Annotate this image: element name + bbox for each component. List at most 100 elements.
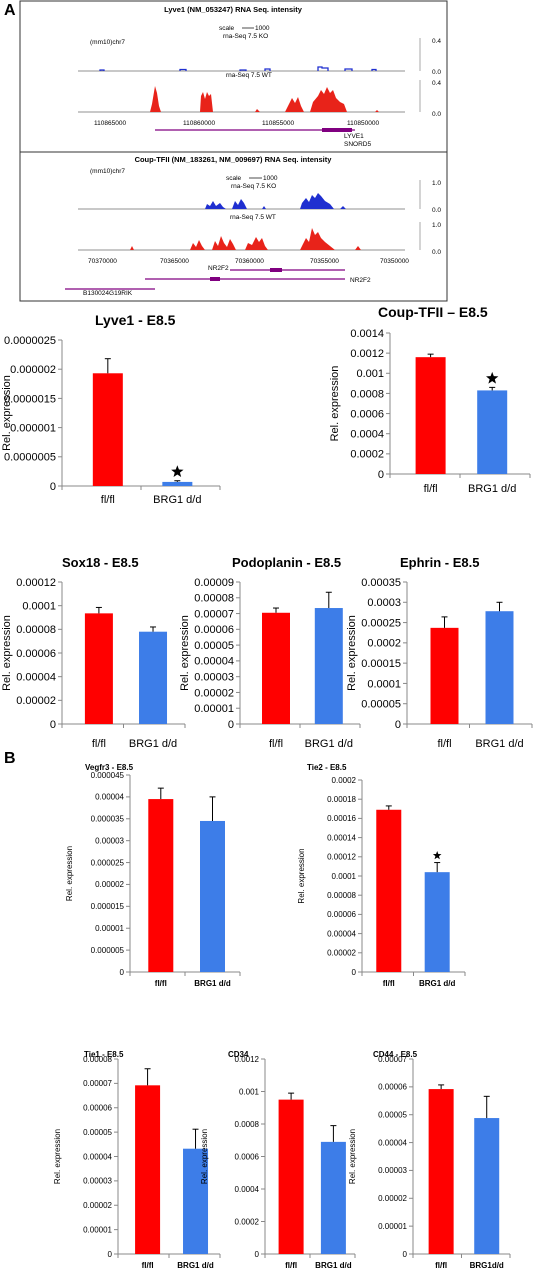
chart-1: Coup-TFII – E8.5 0 0.0002 0.0004 0.0006 0.000… <box>329 304 531 495</box>
chart-9: CD44 - E8.5 0 0.00001 0.00002 0.00003 0.00004… <box>348 1050 511 1270</box>
chart-7: Tie1 - E8.5 0 0.00001 0.00002 0.00003 0.00004… <box>53 1050 221 1270</box>
y-axis-label: Rel. expression <box>329 366 341 442</box>
y-tick-label: 0.001 <box>239 1087 260 1096</box>
y-axis-label: Rel. expression <box>65 846 74 901</box>
y-tick-label: 0.00006 <box>194 624 234 636</box>
bar-flfl <box>92 373 123 486</box>
y-tick-label: 0.00004 <box>327 929 356 938</box>
y-tick-label: 0.00007 <box>83 1079 112 1088</box>
couptfii-wt-axis-zero: 0.0 <box>432 249 441 256</box>
browser-frame <box>19 0 448 302</box>
couptfii-position-3: 70360000 <box>235 258 264 265</box>
y-tick-label: 0 <box>255 1250 260 1259</box>
couptfii-ko-axis-top: 1.0 <box>432 180 441 187</box>
chart-title: CD34 <box>228 1050 249 1059</box>
couptfii-ko-axis-zero: 0.0 <box>432 207 441 214</box>
couptfii-track-title: Coup-TFII (NM_183261, NM_009697) RNA Seq… <box>135 155 333 164</box>
bar-brg1-dd <box>139 631 168 724</box>
y-tick-label: 0.000025 <box>91 858 125 867</box>
y-tick-label: 0.00002 <box>378 1194 407 1203</box>
y-tick-label: 0.0000005 <box>4 452 56 464</box>
couptfii-wt-label: rna-Seq 7.5 WT <box>230 214 276 221</box>
significance-star-icon <box>171 465 184 477</box>
y-tick-label: 0.00008 <box>194 593 234 605</box>
lyve1-position-3: 110855000 <box>262 120 294 127</box>
bar-flfl <box>135 1085 161 1254</box>
y-tick-label: 0 <box>403 1250 408 1259</box>
y-tick-label: 0.0012 <box>235 1055 260 1064</box>
category-label: fl/fl <box>435 1261 447 1270</box>
y-tick-label: 0.0012 <box>350 348 384 360</box>
snord5-gene-name: SNORD5 <box>344 141 371 148</box>
chart-2: Sox18 - E8.5 0 0.00002 0.00004 0.00006 0.0000… <box>1 555 186 750</box>
y-tick-label: 0.0002 <box>350 449 384 461</box>
y-axis-label: Rel. expression <box>297 848 306 903</box>
bar-flfl <box>148 799 174 972</box>
lyve1-ko-signal <box>99 66 377 71</box>
category-label: fl/fl <box>424 483 438 495</box>
y-tick-label: 0.00004 <box>378 1138 407 1147</box>
chart-title: Lyve1 - E8.5 <box>95 312 176 328</box>
bar-brg1-dd <box>485 611 514 724</box>
couptfii-scale-label: scale <box>226 175 242 182</box>
bar-flfl <box>415 357 446 474</box>
y-tick-label: 0.00009 <box>194 577 234 589</box>
category-label: BRG1 d/d <box>194 979 231 988</box>
y-tick-label: 0.00005 <box>378 1111 407 1120</box>
category-label: BRG1 d/d <box>315 1261 352 1270</box>
y-tick-label: 0.00004 <box>95 793 124 802</box>
category-label: fl/fl <box>92 738 106 750</box>
y-tick-label: 0 <box>378 469 384 481</box>
chart-8: CD34 0 0.0002 0.0004 0.0006 0.0008 0.001 0.0012… <box>200 1050 356 1270</box>
category-label: BRG1 d/d <box>153 494 201 506</box>
y-tick-label: 0.0000025 <box>4 335 56 347</box>
chart-title: Coup-TFII – E8.5 <box>378 304 488 320</box>
y-tick-label: 0 <box>120 968 125 977</box>
significance-star-icon <box>432 851 442 860</box>
couptfii-wt-axis-top: 1.0 <box>432 222 441 229</box>
category-label: fl/fl <box>269 738 283 750</box>
category-label: fl/fl <box>142 1261 154 1270</box>
category-label: BRG1 d/d <box>305 738 353 750</box>
y-tick-label: 0.000002 <box>10 364 56 376</box>
couptfii-position-4: 70355000 <box>310 258 339 265</box>
y-tick-label: 0.0002 <box>235 1217 260 1226</box>
y-tick-label: 0.0004 <box>235 1185 260 1194</box>
couptfii-ko-label: rna-Seq 7.5 KO <box>231 183 276 190</box>
y-tick-label: 0.00008 <box>83 1055 112 1064</box>
lyve1-scale-value: 1000 <box>255 25 270 32</box>
lyve1-track-title: Lyve1 (NM_053247) RNA Seq. intensity <box>164 5 303 14</box>
bar-brg1-dd <box>477 390 508 474</box>
bar-brg1-dd <box>200 820 225 972</box>
y-axis-label: Rel. expression <box>346 615 358 691</box>
lyve1-gene-exon <box>322 128 352 132</box>
y-tick-label: 0.0001 <box>367 678 401 690</box>
y-tick-label: 0.00006 <box>83 1104 112 1113</box>
y-axis-label: Rel. expression <box>1 375 13 451</box>
y-tick-label: 0.00001 <box>194 703 234 715</box>
nr2f2-gene-exon-1 <box>270 268 282 272</box>
category-label: fl/fl <box>383 979 395 988</box>
y-tick-label: 0.00025 <box>361 617 401 629</box>
y-tick-label: 0.00005 <box>83 1128 112 1137</box>
category-label: fl/fl <box>437 738 451 750</box>
y-tick-label: 0.00003 <box>194 672 234 684</box>
y-tick-label: 0.001 <box>356 368 384 380</box>
y-tick-label: 0.0008 <box>235 1120 260 1129</box>
couptfii-ko-signal <box>205 193 346 209</box>
chart-title: Vegfr3 - E8.5 <box>85 763 134 772</box>
y-tick-label: 0.00002 <box>194 687 234 699</box>
category-label: BRG1d/d <box>470 1261 504 1270</box>
y-tick-label: 0.00012 <box>16 577 56 589</box>
y-tick-label: 0.0006 <box>350 408 384 420</box>
lyve1-scale-label: scale <box>219 25 235 32</box>
y-tick-label: 0 <box>50 481 56 493</box>
chart-title: CD44 - E8.5 <box>373 1050 418 1059</box>
y-tick-label: 0.000015 <box>91 902 125 911</box>
bar-flfl <box>376 809 402 972</box>
y-tick-label: 0.00006 <box>327 910 356 919</box>
y-tick-label: 0.0006 <box>235 1152 260 1161</box>
bar-brg1-dd <box>474 1118 500 1254</box>
genome-browser-figure: Lyve1 (NM_053247) RNA Seq. intensity (mm… <box>19 0 448 302</box>
